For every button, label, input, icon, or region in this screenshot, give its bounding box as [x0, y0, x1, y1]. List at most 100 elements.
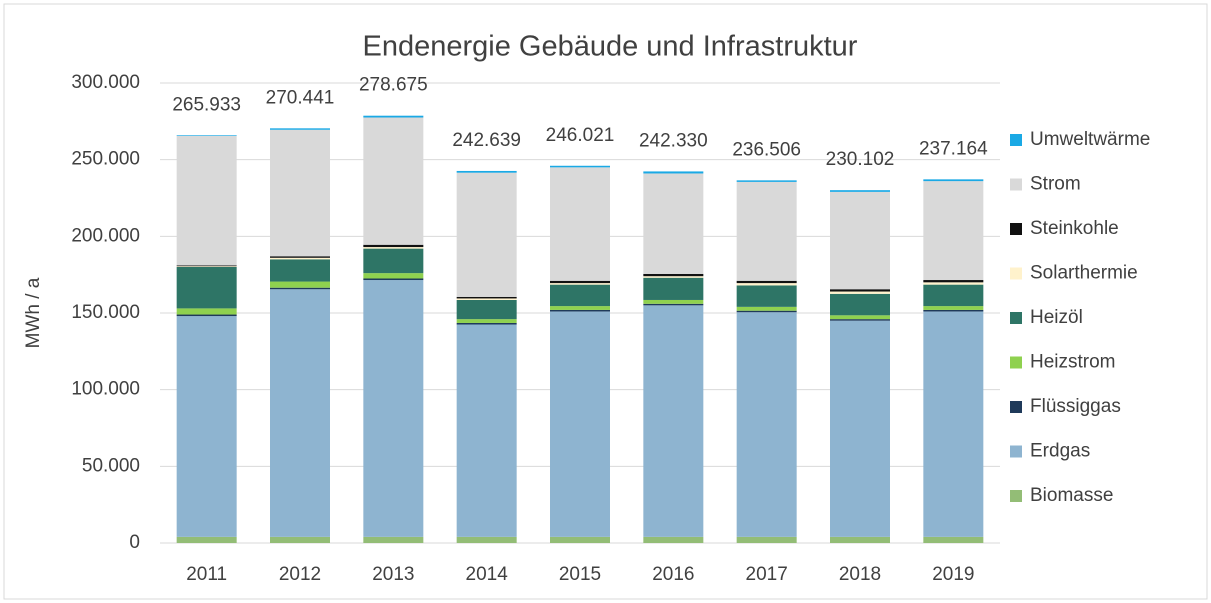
x-tick-label: 2019	[932, 564, 974, 585]
bar-segment	[550, 306, 610, 310]
legend-swatch	[1010, 223, 1022, 235]
x-tick-label: 2014	[466, 564, 509, 585]
legend-label: Umweltwärme	[1030, 129, 1150, 150]
y-tick-label: 300.000	[71, 72, 140, 93]
bar-segment	[270, 128, 330, 130]
legend-label: Heizstrom	[1030, 352, 1116, 373]
x-tick-label: 2016	[652, 564, 694, 585]
bar-segment	[270, 536, 330, 543]
bar-segment	[736, 280, 797, 284]
total-label: 270.441	[266, 87, 335, 108]
bar-segment	[176, 135, 237, 136]
bar-segment	[270, 289, 330, 537]
bar-segment	[456, 299, 517, 320]
bar-segment	[736, 306, 797, 311]
y-tick-label: 50.000	[82, 455, 140, 476]
x-tick-label: 2013	[372, 564, 414, 585]
legend-label: Strom	[1030, 174, 1081, 195]
bar-segment	[456, 324, 517, 537]
y-tick-label: 0	[129, 532, 140, 553]
bar-segment	[363, 115, 424, 118]
bar-segment	[176, 308, 237, 315]
bar-segment	[923, 311, 984, 537]
legend-swatch	[1010, 267, 1022, 280]
bar-segment	[830, 320, 890, 537]
bar-segment	[270, 287, 330, 290]
bar-segment	[923, 181, 984, 281]
bar-segment	[176, 316, 237, 537]
bar-segment	[643, 536, 704, 543]
y-axis-label: MWh / a	[23, 277, 44, 348]
bar-segment	[363, 278, 424, 281]
bar-segment	[923, 179, 984, 182]
bar-segment	[550, 536, 610, 543]
bar-segment	[456, 170, 517, 173]
bar-segment	[643, 305, 704, 537]
bar-segment	[176, 314, 237, 317]
bar-segment	[270, 129, 330, 257]
y-tick-label: 150.000	[71, 302, 140, 323]
total-label: 242.639	[452, 130, 521, 151]
bar-segment	[270, 259, 330, 282]
bar-segment	[176, 536, 237, 543]
bar-segment	[923, 284, 984, 307]
y-tick-label: 250.000	[71, 149, 140, 170]
bar-segment	[363, 248, 424, 274]
bar-segment	[643, 276, 704, 278]
total-label: 236.506	[732, 139, 801, 160]
bar-segment	[736, 283, 797, 286]
bar-segment	[736, 180, 797, 182]
legend-swatch	[1010, 401, 1022, 413]
bar-segment	[550, 309, 610, 312]
x-tick-label: 2012	[279, 564, 321, 585]
legend-label: Biomasse	[1030, 485, 1113, 506]
legend-swatch	[1010, 312, 1022, 324]
total-label: 237.164	[919, 138, 988, 159]
bar-segment	[923, 306, 984, 310]
bar-segment	[923, 536, 984, 543]
total-label: 265.933	[172, 94, 241, 115]
bar-segment	[736, 181, 797, 281]
bar-segment	[643, 277, 704, 300]
bar-segment	[456, 536, 517, 543]
bar-segment	[456, 296, 517, 299]
bar-segment	[270, 281, 330, 288]
bar-segment	[363, 273, 424, 279]
bar-segment	[176, 266, 237, 267]
bar-segment	[830, 293, 890, 316]
bar-segment	[923, 309, 984, 312]
bar-segment	[923, 280, 984, 283]
bar-segment	[830, 319, 890, 321]
bar-segment	[550, 165, 610, 168]
bar-segment	[736, 310, 797, 313]
bar-segment	[363, 244, 424, 248]
bar-segment	[550, 283, 610, 285]
bar-segment	[830, 289, 890, 292]
chart-title: Endenergie Gebäude und Infrastruktur	[363, 31, 858, 63]
x-tick-label: 2017	[746, 564, 788, 585]
bar-segment	[643, 171, 704, 174]
x-tick-label: 2015	[559, 564, 601, 585]
legend-label: Flüssiggas	[1030, 396, 1121, 417]
bar-segment	[643, 173, 704, 274]
bar-segment	[830, 191, 890, 290]
legend-label: Erdgas	[1030, 441, 1090, 462]
y-tick-label: 200.000	[71, 225, 140, 246]
bar-segment	[456, 319, 517, 323]
total-label: 246.021	[546, 125, 615, 146]
bar-segment	[736, 285, 797, 307]
y-tick-label: 100.000	[71, 379, 140, 400]
bar-segment	[176, 135, 237, 266]
legend-label: Heizöl	[1030, 307, 1083, 328]
bar-segment	[550, 167, 610, 281]
bar-segment	[363, 536, 424, 543]
total-label: 278.675	[359, 75, 428, 96]
bar-segment	[830, 190, 890, 192]
bar-segment	[830, 291, 890, 294]
bar-segment	[830, 315, 890, 320]
bar-segment	[270, 257, 330, 260]
legend-label: Solarthermie	[1030, 263, 1138, 284]
legend-swatch	[1010, 490, 1022, 502]
bar-segment	[550, 280, 610, 284]
